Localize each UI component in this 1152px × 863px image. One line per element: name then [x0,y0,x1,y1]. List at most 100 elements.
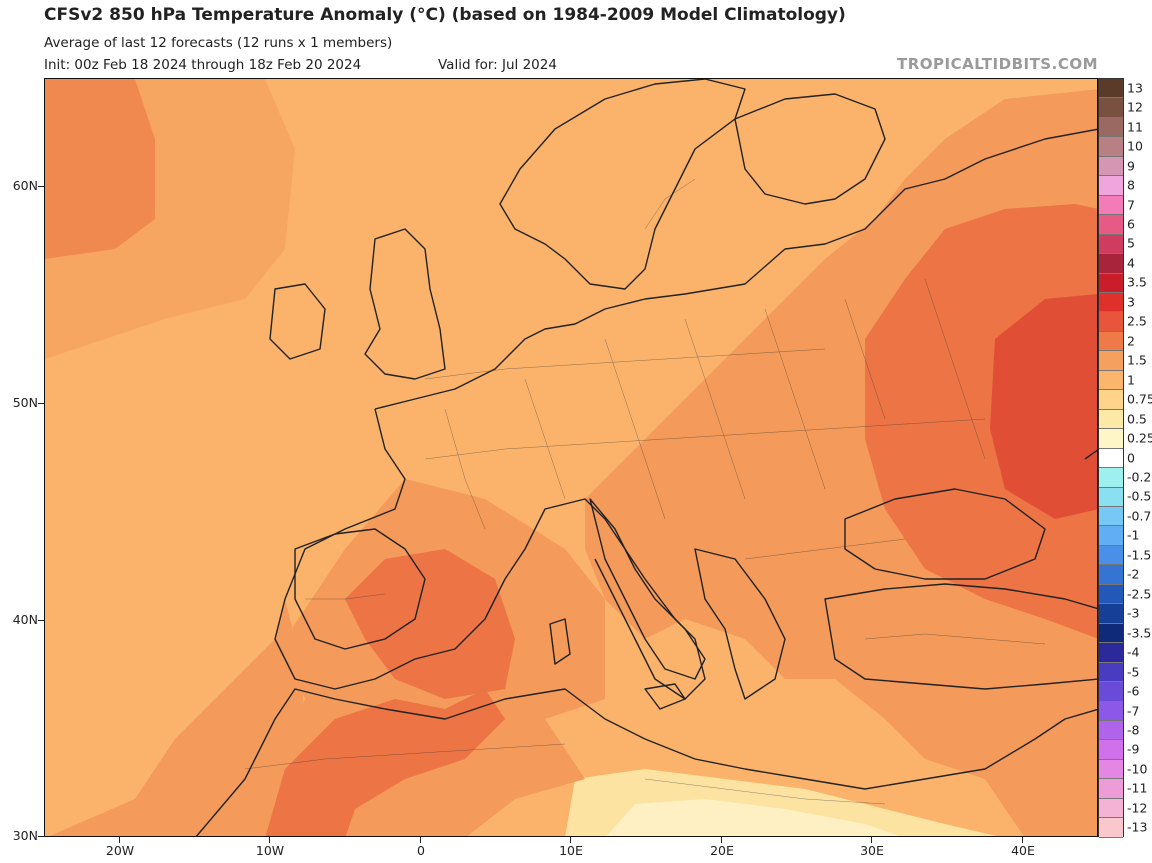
colorbar-swatch [1099,79,1123,99]
lon-tick [721,837,722,843]
lon-tick [570,837,571,843]
colorbar-swatch [1099,720,1123,741]
colorbar-label: 8 [1127,177,1135,193]
field-warm-atlantic [49,599,305,836]
colorbar-label: 2.5 [1127,313,1147,329]
colorbar-label: 9 [1127,158,1135,174]
colorbar-label: -2.5 [1127,586,1152,602]
lon-label-30e: 30E [860,843,884,858]
lon-label-0: 0 [417,843,425,858]
colorbar-label: -9 [1127,741,1140,757]
colorbar-swatch [1099,351,1123,371]
colorbar-swatch [1099,390,1123,410]
map-title: CFSv2 850 hPa Temperature Anomaly (°C) (… [44,5,846,25]
colorbar-swatch [1099,526,1123,546]
admin-borders [244,178,1046,805]
colorbar-swatch [1099,682,1123,702]
lat-label-40n: 40N [12,612,38,627]
colorbar-label: 12 [1127,99,1143,115]
colorbar-swatch [1099,545,1123,566]
colorbar-label: 13 [1127,80,1143,96]
colorbar-label: -5 [1127,664,1140,680]
lon-tick [119,837,120,843]
lat-tick [38,836,44,837]
colorbar-label: -8 [1127,722,1140,738]
colorbar-label: 10 [1127,138,1143,154]
colorbar-label: 6 [1127,216,1135,232]
coastlines [195,79,1097,836]
colorbar-swatch [1099,215,1123,235]
anomaly-map [44,78,1098,837]
colorbar-swatch [1099,643,1123,663]
init-time: Init: 00z Feb 18 2024 through 18z Feb 20… [44,57,362,73]
colorbar-label: 0.75 [1127,391,1152,407]
colorbar-swatch [1099,565,1123,585]
colorbar-swatch [1099,584,1123,605]
colorbar-label: 1 [1127,372,1135,388]
colorbar-swatch [1099,254,1123,274]
colorbar-label: 11 [1127,119,1143,135]
colorbar-label: -7 [1127,703,1140,718]
lon-label-10e: 10E [559,843,583,858]
colorbar-label: -4 [1127,644,1140,660]
lat-label-50n: 50N [12,395,38,410]
field-mid-nw-atlantic [45,79,295,359]
colorbar-label: -2 [1127,566,1140,582]
colorbar-label: -1.5 [1127,547,1152,563]
colorbar-swatch [1099,195,1123,216]
field-hot-core [990,294,1097,519]
colorbar-label: -0.5 [1127,488,1152,504]
colorbar-label: 0.25 [1127,430,1152,446]
colorbar-label: -6 [1127,683,1140,699]
field-core-africa [265,689,505,836]
colorbar-label: 0.5 [1127,411,1147,427]
colorbar-label: 3.5 [1127,274,1147,290]
lon-tick [420,837,421,843]
anomaly-map-canvas [45,79,1097,836]
colorbar-swatch [1099,117,1123,138]
colorbar-swatch [1099,798,1123,819]
colorbar-label: 5 [1127,235,1135,251]
colorbar-label: -11 [1127,780,1148,796]
valid-time: Valid for: Jul 2024 [438,57,557,73]
lat-tick [38,186,44,187]
colorbar-swatch [1099,701,1123,721]
lon-label-40e: 40E [1011,843,1035,858]
colorbar-label: 2 [1127,333,1135,349]
colorbar-label: -0.25 [1127,469,1152,485]
colorbar-swatch [1099,623,1123,644]
colorbar-label: 7 [1127,197,1135,212]
map-subtitle: Average of last 12 forecasts (12 runs x … [44,35,393,51]
colorbar-label: -3.5 [1127,625,1152,641]
colorbar-swatch [1099,273,1123,293]
colorbar-swatch [1099,292,1123,313]
colorbar-swatch [1099,331,1123,352]
colorbar-swatch [1099,759,1123,780]
field-lighter-africa [606,799,900,836]
site-credit: TROPICALTIDBITS.COM [897,55,1098,73]
lon-label-20w: 20W [105,843,135,858]
lat-tick [38,403,44,404]
colorbar-swatch [1099,370,1123,391]
colorbar-label: -10 [1127,761,1148,777]
lon-label-10w: 10W [255,843,285,858]
lon-label-20e: 20E [710,843,734,858]
colorbar-swatch [1099,176,1123,196]
colorbar-swatch [1099,779,1123,799]
colorbar-swatch [1099,818,1123,838]
colorbar-label: 3 [1127,294,1135,310]
colorbar-label: -1 [1127,527,1140,543]
colorbar-swatch [1099,409,1123,430]
colorbar-swatch [1099,137,1123,157]
colorbar-swatch [1099,312,1123,332]
colorbar-label: -12 [1127,800,1148,816]
colorbar-swatch [1099,487,1123,507]
colorbar-swatch [1099,156,1123,177]
colorbar-label: -0.75 [1127,508,1152,524]
lon-tick [1022,837,1023,843]
colorbar-swatch [1099,506,1123,527]
colorbar-swatch [1099,98,1123,118]
colorbar-swatch [1099,662,1123,683]
lat-label-60n: 60N [12,178,38,193]
colorbar-swatch [1099,429,1123,449]
